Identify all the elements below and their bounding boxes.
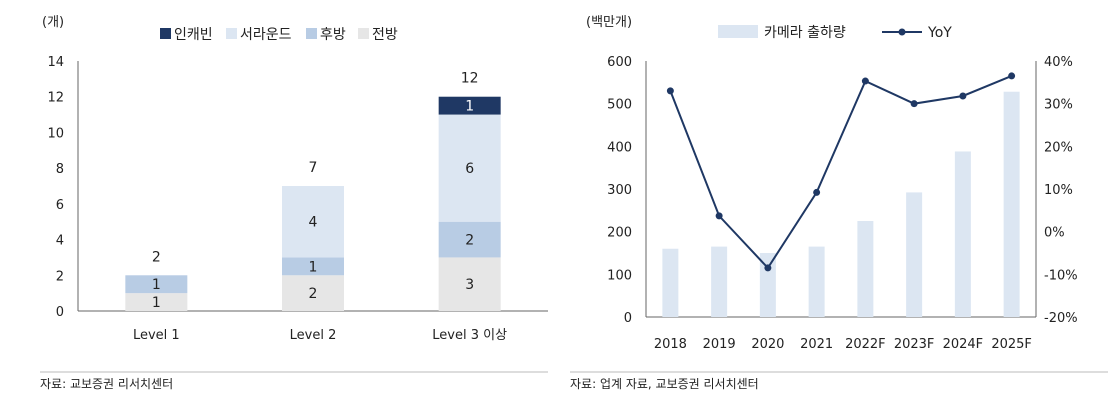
right-y2-tick-label: 10% <box>1044 183 1073 198</box>
right-legend-bar-swatch <box>718 25 758 38</box>
right-bar <box>954 151 971 317</box>
left-x-tick-label: Level 3 이상 <box>432 328 507 343</box>
left-bar-segment <box>282 186 344 258</box>
left-legend-swatch <box>306 28 317 39</box>
left-bar-segment <box>282 257 344 276</box>
left-x-axis: Level 1 Level 2 Level 3 이상 <box>133 328 507 343</box>
left-segment-label: 2 <box>465 233 474 249</box>
left-bar-segment <box>438 114 501 222</box>
left-legend-swatch <box>226 28 237 39</box>
right-yoy-point <box>666 87 674 95</box>
left-x-tick-label: Level 1 <box>133 328 180 343</box>
left-segment-label: 1 <box>465 99 474 115</box>
left-legend: 인캐빈 서라운드 후방 전방 <box>160 27 398 43</box>
right-x-tick-label: 2019 <box>703 337 736 352</box>
right-yoy-point <box>861 77 869 85</box>
left-total-label: 7 <box>309 160 318 176</box>
right-y2-tick-label: -20% <box>1044 311 1078 326</box>
right-x-tick-label: 2018 <box>654 337 687 352</box>
left-y-tick-label: 12 <box>47 91 64 106</box>
right-x-tick-label: 2025F <box>991 337 1032 352</box>
left-bar-segment <box>438 96 501 115</box>
right-y2-tick-label: 40% <box>1044 55 1073 70</box>
left-y-tick-label: 14 <box>47 55 64 70</box>
right-bar <box>711 246 728 317</box>
left-segment-label: 2 <box>309 286 318 302</box>
right-yoy-point <box>1008 72 1016 80</box>
left-total-label: 12 <box>461 71 479 87</box>
left-y-tick-label: 6 <box>56 198 64 213</box>
left-y-tick-label: 2 <box>56 269 64 284</box>
left-y-tick-label: 4 <box>56 234 64 249</box>
left-bar-segment <box>125 293 188 311</box>
right-yoy-point <box>813 188 821 196</box>
left-total-label: 2 <box>152 249 161 265</box>
left-y-tick-label: 0 <box>56 305 64 320</box>
right-yoy-point <box>764 264 772 272</box>
left-segment-label: 1 <box>152 295 161 311</box>
left-legend-swatch <box>358 28 369 39</box>
right-yoy-point <box>715 212 723 220</box>
left-bar-segment <box>125 275 188 294</box>
right-legend-line-marker <box>898 28 906 36</box>
left-source: 자료: 교보증권 리서치센터 <box>40 377 173 391</box>
right-bar <box>759 253 776 317</box>
left-segment-label: 4 <box>309 215 318 231</box>
right-bar <box>906 192 923 317</box>
left-segment-label: 6 <box>465 161 474 177</box>
right-y-tick-label: 400 <box>607 140 632 155</box>
right-y-tick-label: 200 <box>607 226 632 241</box>
right-bar <box>662 248 679 317</box>
right-y2-axis: -20% -10% 0% 10% 20% 30% 40% <box>1044 55 1078 326</box>
left-bar-segment <box>438 257 501 311</box>
left-bar-segment <box>438 221 501 258</box>
right-y-tick-label: 600 <box>607 55 632 70</box>
left-bar-segment <box>282 275 344 311</box>
right-x-tick-label: 2023F <box>894 337 935 352</box>
left-segment-label: 1 <box>309 259 318 275</box>
right-legend: 카메라 출하량 YoY <box>718 25 952 41</box>
right-y2-tick-label: 20% <box>1044 140 1073 155</box>
right-bar <box>857 221 874 317</box>
right-y-tick-label: 300 <box>607 183 632 198</box>
right-x-tick-label: 2020 <box>751 337 784 352</box>
right-y-unit: (백만개) <box>586 15 632 30</box>
right-y-tick-label: 500 <box>607 98 632 113</box>
right-x-tick-label: 2024F <box>943 337 984 352</box>
right-bar <box>1003 91 1020 317</box>
left-segment-label: 3 <box>465 277 474 293</box>
right-chart: (백만개) 카메라 출하량 YoY 0 100 200 300 400 500 600 -20… <box>570 15 1108 391</box>
right-legend-line-label: YoY <box>927 25 952 41</box>
left-legend-label: 전방 <box>372 27 398 43</box>
right-y-tick-label: 0 <box>624 311 632 326</box>
right-yoy-line <box>666 72 1016 272</box>
right-y-tick-label: 100 <box>607 268 632 283</box>
left-legend-label: 서라운드 <box>240 27 292 43</box>
left-segment-label: 1 <box>152 277 161 293</box>
right-x-tick-label: 2021 <box>800 337 833 352</box>
right-source: 자료: 업계 자료, 교보증권 리서치센터 <box>570 377 759 391</box>
left-x-tick-label: Level 2 <box>290 328 337 343</box>
right-y2-tick-label: -10% <box>1044 268 1078 283</box>
right-legend-bar-label: 카메라 출하량 <box>764 25 846 41</box>
left-y-axis: 0 2 4 6 8 10 12 14 <box>47 55 64 320</box>
left-y-tick-label: 10 <box>47 126 64 141</box>
left-legend-label: 인캐빈 <box>174 27 213 43</box>
right-y2-tick-label: 0% <box>1044 226 1065 241</box>
right-yoy-point <box>959 92 967 100</box>
right-yoy-point <box>910 100 918 108</box>
right-bar <box>808 246 825 317</box>
left-legend-swatch <box>160 28 171 39</box>
right-x-tick-label: 2022F <box>845 337 886 352</box>
right-y-axis: 0 100 200 300 400 500 600 <box>607 55 632 326</box>
left-legend-label: 후방 <box>320 27 346 43</box>
right-y2-tick-label: 30% <box>1044 98 1073 113</box>
right-yoy-polyline <box>669 75 1013 270</box>
left-y-tick-label: 8 <box>56 162 64 177</box>
right-bars <box>662 91 1020 317</box>
left-y-unit: (개) <box>42 15 64 30</box>
right-x-axis: 2018 2019 2020 2021 2022F 2023F 2024F 2025F <box>654 337 1032 352</box>
